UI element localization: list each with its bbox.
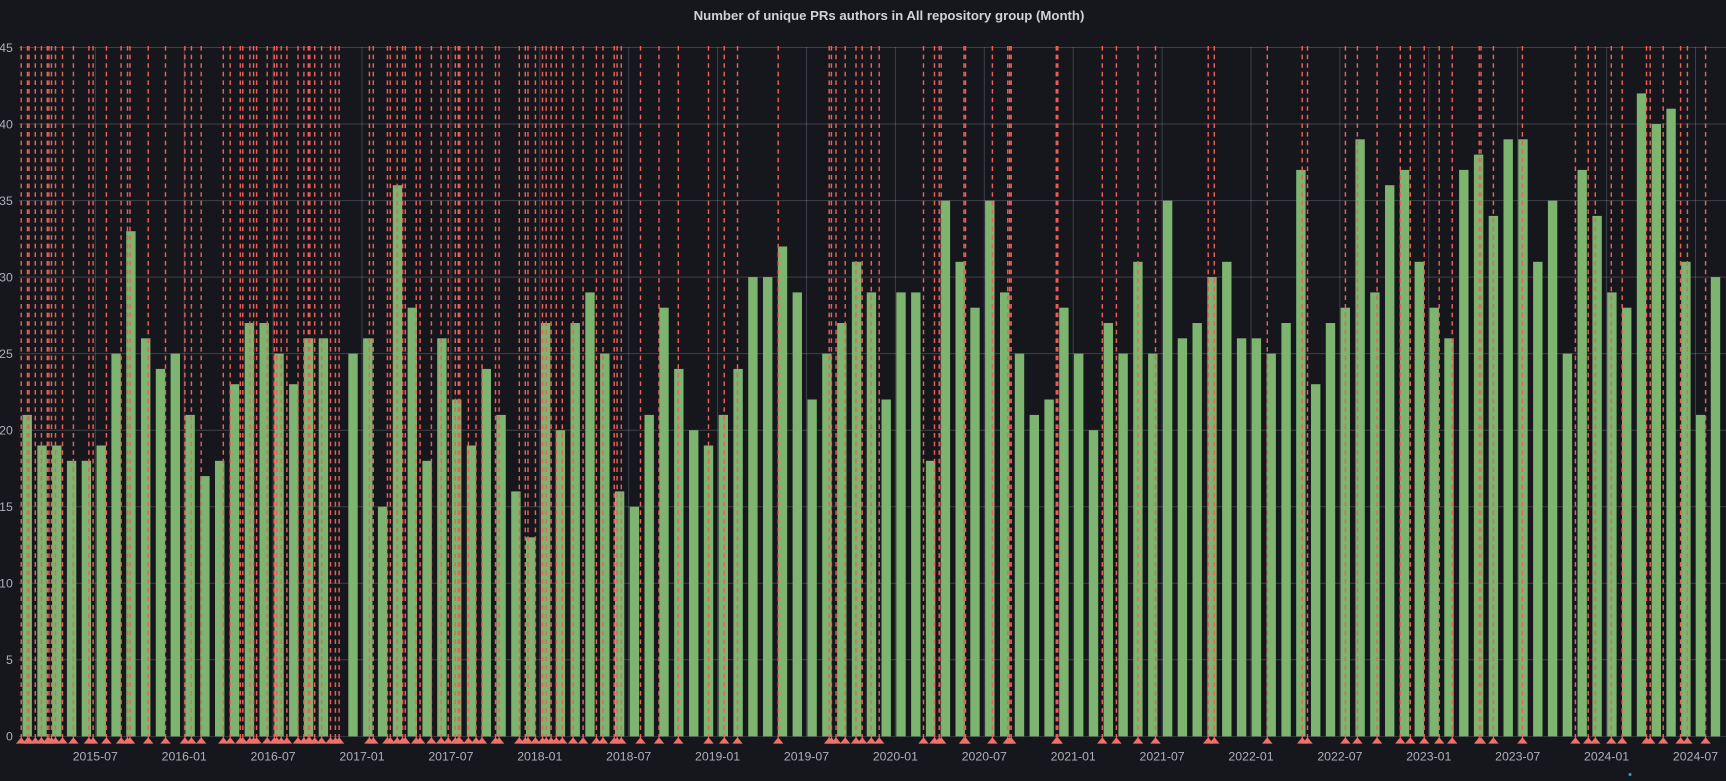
svg-text:5: 5	[6, 653, 13, 667]
svg-text:Number of unique PRs authors i: Number of unique PRs authors in All repo…	[694, 8, 1085, 23]
svg-text:2016-07: 2016-07	[251, 750, 296, 764]
svg-text:2023-01: 2023-01	[1406, 750, 1451, 764]
svg-text:2015-07: 2015-07	[73, 750, 118, 764]
svg-text:30: 30	[0, 271, 13, 285]
svg-text:2018-01: 2018-01	[517, 750, 562, 764]
svg-text:10: 10	[0, 577, 13, 591]
svg-text:20: 20	[0, 424, 13, 438]
svg-text:2021-01: 2021-01	[1051, 750, 1096, 764]
svg-text:2022-01: 2022-01	[1228, 750, 1273, 764]
svg-text:2021-07: 2021-07	[1140, 750, 1185, 764]
svg-text:2022-07: 2022-07	[1317, 750, 1362, 764]
svg-text:2020-07: 2020-07	[962, 750, 1007, 764]
svg-text:2016-01: 2016-01	[162, 750, 207, 764]
svg-text:2024-01: 2024-01	[1584, 750, 1629, 764]
svg-text:25: 25	[0, 347, 13, 361]
svg-text:2024-07: 2024-07	[1673, 750, 1718, 764]
svg-text:15: 15	[0, 500, 13, 514]
svg-text:0: 0	[6, 730, 13, 744]
svg-text:35: 35	[0, 194, 13, 208]
svg-text:45: 45	[0, 41, 13, 55]
svg-text:2017-07: 2017-07	[428, 750, 473, 764]
svg-text:2019-01: 2019-01	[695, 750, 740, 764]
svg-text:2020-01: 2020-01	[873, 750, 918, 764]
svg-text:40: 40	[0, 117, 13, 131]
svg-text:2018-07: 2018-07	[606, 750, 651, 764]
svg-text:2023-07: 2023-07	[1495, 750, 1540, 764]
svg-text:2017-01: 2017-01	[339, 750, 384, 764]
svg-text:2019-07: 2019-07	[784, 750, 829, 764]
